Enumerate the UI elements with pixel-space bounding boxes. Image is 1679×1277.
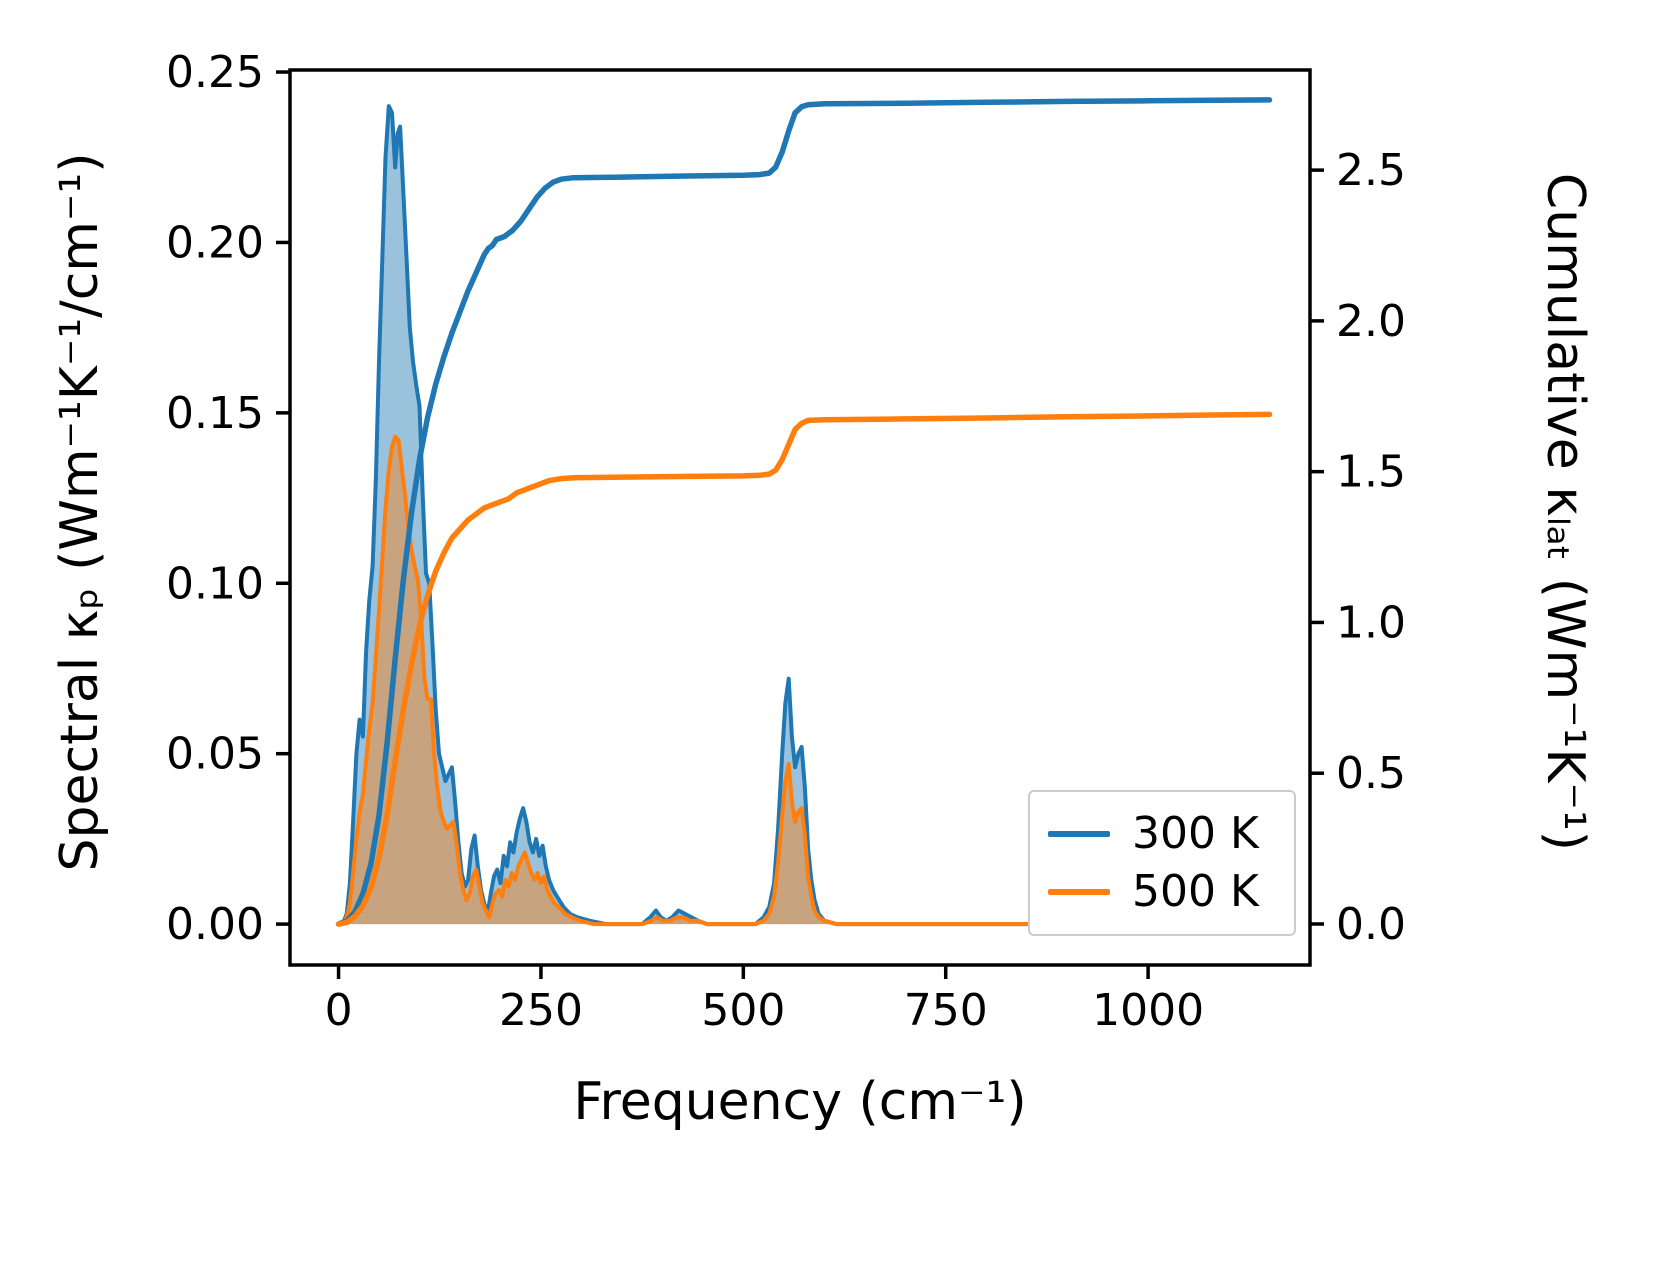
left-y-tick-label: 0.10: [166, 558, 264, 609]
x-tick-label: 250: [499, 985, 583, 1036]
left-y-axis-label: Spectral κₚ (Wm⁻¹K⁻¹/cm⁻¹): [50, 152, 110, 872]
series-300-k-spectral-edge: [340, 104, 1270, 927]
x-tick-label: 750: [904, 985, 988, 1036]
legend-swatch-500k: [1048, 889, 1110, 895]
right-y-tick-label: 1.0: [1336, 597, 1406, 648]
legend-item-500k: 500 K: [1048, 870, 1276, 914]
legend-label-500k: 500 K: [1132, 866, 1259, 917]
right-y-tick-label: 2.5: [1336, 145, 1406, 196]
series-500-k-spectral-edge: [340, 434, 1270, 927]
series-300-k-cumulative-line: [335, 97, 1273, 927]
legend-item-300k: 300 K: [1048, 812, 1276, 856]
axes-spines: [288, 68, 1312, 967]
right-y-tick-label: 0.0: [1336, 899, 1406, 950]
x-axis-label: Frequency (cm⁻¹): [573, 1072, 1027, 1132]
x-tick-label: 0: [325, 985, 353, 1036]
plot-area: [335, 97, 1273, 927]
right-y-axis-label: Cumulative κₗₐₜ (Wm⁻¹K⁻¹): [1535, 172, 1595, 852]
left-y-tick-label: 0.05: [166, 729, 264, 780]
series-500-k-cumulative-line: [335, 411, 1273, 927]
left-y-tick-label: 0.20: [166, 217, 264, 268]
series-300-k-spectral-fill: [342, 106, 1270, 925]
left-y-tick-label: 0.15: [166, 388, 264, 439]
left-y-tick-label: 0.25: [166, 47, 264, 98]
series-500-k-spectral-fill: [342, 436, 1270, 925]
legend-swatch-300k: [1048, 831, 1110, 837]
x-tick-label: 500: [701, 985, 785, 1036]
legend: 300 K 500 K: [1028, 790, 1296, 936]
right-y-tick-label: 0.5: [1336, 748, 1406, 799]
x-tick-label: 1000: [1092, 985, 1204, 1036]
right-y-tick-label: 2.0: [1336, 296, 1406, 347]
legend-label-300k: 300 K: [1132, 808, 1259, 859]
left-y-tick-label: 0.00: [166, 899, 264, 950]
right-y-tick-label: 1.5: [1336, 447, 1406, 498]
